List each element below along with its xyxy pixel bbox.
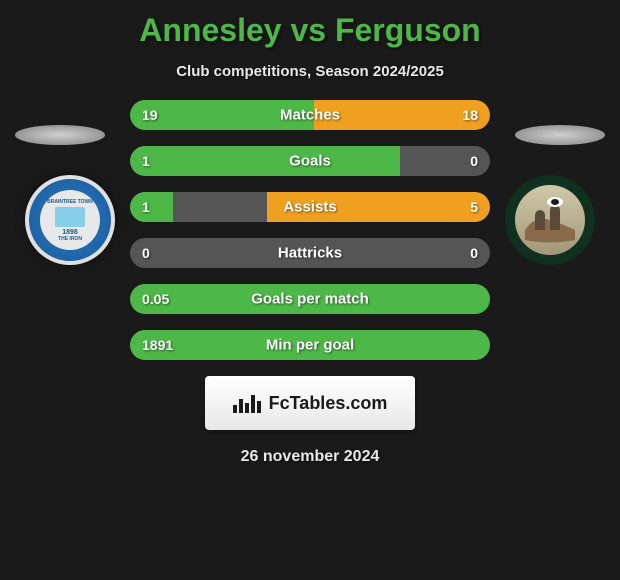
stat-value-left: 1 [142,153,150,169]
stat-label: Hattricks [278,245,342,262]
stat-row-hattricks: 0 Hattricks 0 [130,238,490,268]
stat-label: Goals [289,153,331,170]
club-badge-right-inner [515,185,585,255]
stat-value-left: 1891 [142,337,173,353]
stat-value-right: 5 [470,199,478,215]
stats-container: 19 Matches 18 1 Goals 0 1 Assists 5 0 Ha… [130,100,490,360]
footer-brand-text: FcTables.com [269,393,388,414]
stat-value-right: 18 [462,107,478,123]
chart-icon [233,393,261,413]
stat-bar-left [130,146,400,176]
club-badge-left: BRAINTREE TOWN 1898 THE IRON [25,175,115,265]
stat-row-goals: 1 Goals 0 [130,146,490,176]
stat-row-gpm: 0.05 Goals per match [130,284,490,314]
subtitle: Club competitions, Season 2024/2025 [0,63,620,80]
club-banner-right [515,125,605,145]
club-banner-left [15,125,105,145]
stat-label: Matches [280,107,340,124]
stat-value-left: 0 [142,245,150,261]
footer-brand-content: FcTables.com [233,393,388,414]
stat-value-left: 1 [142,199,150,215]
stat-bar-left [130,192,173,222]
stat-row-assists: 1 Assists 5 [130,192,490,222]
stat-label: Goals per match [251,291,369,308]
stat-row-matches: 19 Matches 18 [130,100,490,130]
club-badge-right-svg [520,190,580,250]
stat-value-left: 19 [142,107,158,123]
club-badge-right [505,175,595,265]
footer-brand-box[interactable]: FcTables.com [205,376,415,430]
stat-label: Min per goal [266,337,354,354]
stat-value-right: 0 [470,245,478,261]
stat-label: Assists [283,199,336,216]
stat-row-mpg: 1891 Min per goal [130,330,490,360]
date-text: 26 november 2024 [0,448,620,466]
stat-value-right: 0 [470,153,478,169]
stat-value-left: 0.05 [142,291,169,307]
page-title: Annesley vs Ferguson [0,0,620,49]
club-badge-left-inner: BRAINTREE TOWN 1898 THE IRON [40,190,100,250]
